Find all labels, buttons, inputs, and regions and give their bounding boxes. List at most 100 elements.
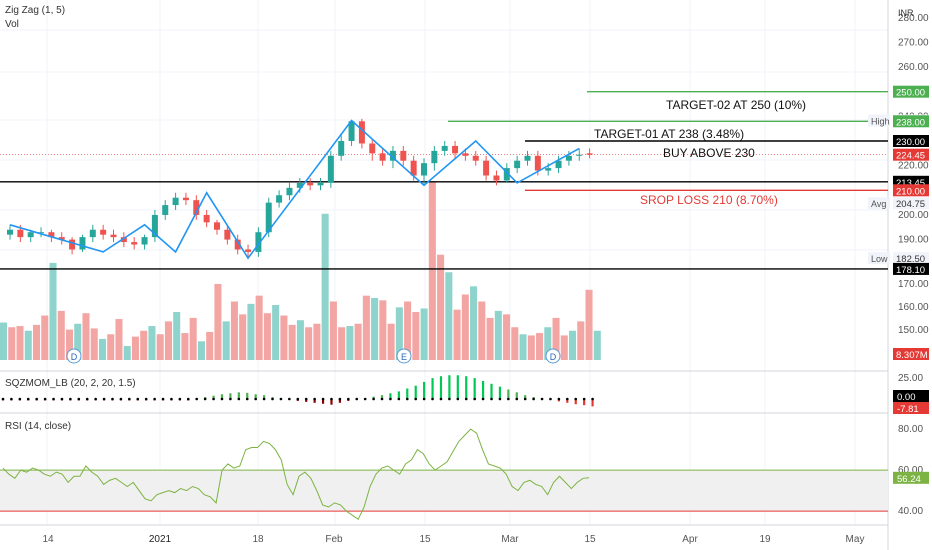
candle-body: [462, 153, 469, 156]
sqzmom-dot: [507, 397, 510, 401]
sqzmom-marker-label: 0.00: [897, 392, 916, 403]
volume-bar: [90, 328, 98, 360]
candle-body: [38, 232, 45, 234]
volume-bar: [519, 334, 527, 360]
volume-bar: [486, 317, 494, 360]
volume-bar: [453, 309, 461, 360]
candle-body: [69, 239, 76, 250]
candle-body: [534, 155, 541, 171]
volume-marker-bg: [893, 348, 929, 360]
sqzmom-dot: [85, 397, 89, 401]
sqzmom-dot: [330, 397, 333, 401]
volume-bar: [24, 330, 32, 360]
sqzmom-dot: [490, 397, 493, 401]
sqzmom-dot: [431, 397, 434, 401]
candle-body: [327, 155, 334, 183]
price-marker-label: 182.50: [896, 254, 925, 265]
volume-bar: [49, 262, 57, 360]
event-label: E: [401, 352, 407, 362]
sqzmom-dot: [532, 397, 535, 401]
time-tick-label: Feb: [325, 534, 343, 545]
candle-body: [296, 182, 303, 188]
candle-body: [400, 150, 407, 161]
price-tick-label: 150.00: [898, 325, 929, 336]
sqzmom-dot: [448, 397, 451, 401]
volume-bar: [387, 323, 395, 360]
volume-bar: [544, 327, 552, 360]
volume-bar: [569, 330, 577, 360]
candle-body: [307, 182, 314, 186]
candle-body: [162, 205, 169, 215]
sqzmom-dot: [271, 397, 274, 401]
candle-body: [193, 200, 200, 215]
volume-bar: [445, 272, 453, 360]
volume-bar: [585, 289, 593, 360]
candle-body: [452, 145, 459, 154]
price-marker-bg: [893, 262, 929, 275]
volume-bar: [272, 305, 280, 360]
event-label: D: [550, 352, 557, 362]
sqzmom-dot: [582, 397, 586, 401]
sqzmom-dot: [313, 397, 316, 401]
candle-body: [565, 155, 572, 161]
sqzmom-dot: [212, 397, 215, 401]
sqzmom-dot: [94, 397, 97, 401]
candle-body: [110, 234, 117, 238]
volume-bar: [197, 341, 205, 360]
candle-body: [48, 232, 55, 238]
volume-bar: [503, 314, 511, 360]
volume-bar: [437, 254, 445, 360]
candle-body: [100, 229, 107, 235]
volume-bar: [173, 312, 181, 360]
price-marker-label: 224.45: [896, 151, 925, 162]
sqzmom-dot: [439, 397, 443, 401]
sqzmom-dot: [262, 397, 266, 401]
sqzmom-dot: [397, 397, 401, 401]
sqzmom-dot: [18, 397, 22, 401]
target1-annotation: TARGET-01 AT 238 (3.48%): [594, 127, 745, 141]
sqzmom-dot: [347, 397, 350, 401]
volume-bar: [354, 323, 362, 360]
volume-bar: [164, 321, 172, 360]
volume-bar: [362, 295, 370, 360]
volume-bar: [288, 324, 296, 360]
candle-body: [493, 175, 500, 181]
candle-body: [17, 229, 24, 238]
zigzag-legend: Zig Zag (1, 5): [5, 5, 66, 16]
volume-bar: [305, 327, 313, 360]
volume-bar: [461, 294, 469, 360]
price-marker-label: 230.00: [896, 137, 925, 148]
candle-body: [431, 150, 438, 164]
candle-body: [369, 143, 376, 154]
price-marker-label: 238.00: [896, 117, 925, 128]
candle-body: [245, 249, 252, 252]
sqzmom-dot: [414, 397, 418, 401]
time-tick-label: 18: [252, 534, 264, 545]
candle-body: [58, 237, 65, 240]
rsi-band: [0, 470, 888, 512]
volume-bar: [115, 319, 123, 360]
sqzmom-dot: [405, 397, 409, 401]
volume-bar: [338, 327, 346, 360]
event-marker: [66, 348, 82, 364]
volume-bar: [428, 182, 436, 360]
volume-bar: [82, 313, 90, 360]
volume-bar: [346, 326, 354, 360]
price-tick-label: 280.00: [898, 13, 929, 24]
sqzmom-dot: [245, 397, 249, 401]
price-tick-label: 160.00: [898, 302, 929, 313]
candle-body: [555, 160, 562, 169]
volume-bar: [560, 335, 568, 360]
candle-body: [141, 237, 148, 245]
volume-bar: [140, 330, 148, 360]
candle-body: [255, 232, 262, 252]
candle-body: [234, 239, 241, 250]
volume-bar: [296, 320, 304, 360]
sqzmom-dot: [119, 397, 123, 401]
candle-body: [410, 160, 417, 176]
price-tick-label: 270.00: [898, 37, 929, 48]
sqzmom-dot: [220, 397, 224, 401]
price-marker-label: 250.00: [896, 88, 925, 99]
sqzmom-dot: [35, 397, 38, 401]
